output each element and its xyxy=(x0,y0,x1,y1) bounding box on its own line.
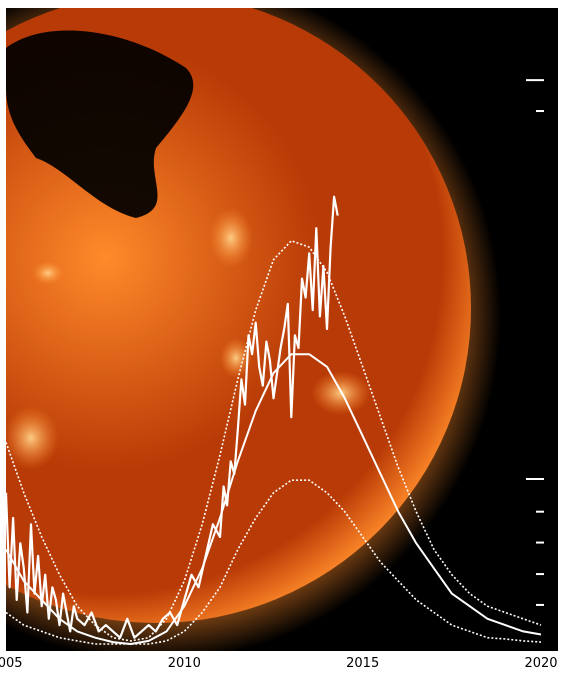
active-region xyxy=(6,406,59,470)
active-region xyxy=(209,208,253,268)
right-tick-marks xyxy=(526,79,544,606)
series-lines xyxy=(6,195,542,645)
series-line-dotted xyxy=(6,240,542,642)
active-region xyxy=(32,261,64,285)
x-tick-label: 2010 xyxy=(168,656,201,671)
active-region xyxy=(220,338,252,378)
x-tick-label: 2005 xyxy=(0,656,23,671)
sun-xray-image xyxy=(6,8,501,651)
x-axis: 2005 2010 2015 2020 xyxy=(0,656,558,671)
series-line-jagged xyxy=(6,195,339,639)
solar-cycle-figure xyxy=(6,8,558,651)
series-line-solid-smooth xyxy=(6,353,542,645)
x-tick-label: 2015 xyxy=(346,656,379,671)
series-line-dotted xyxy=(6,479,542,645)
x-tick-label: 2020 xyxy=(524,656,557,671)
coronal-hole xyxy=(6,30,194,218)
